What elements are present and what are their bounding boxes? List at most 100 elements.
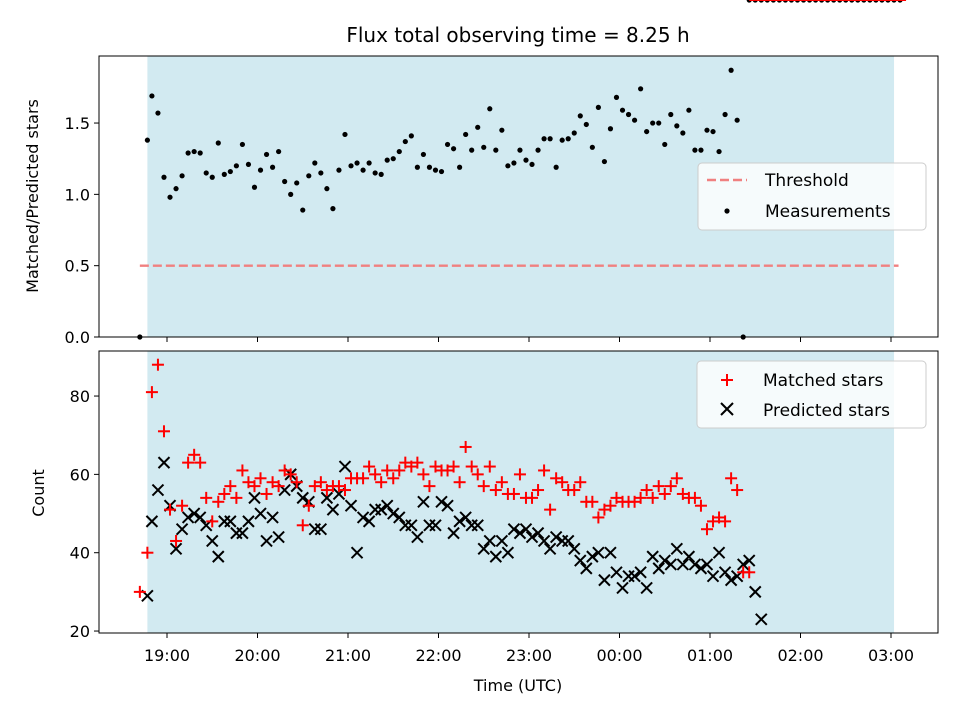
matched-stars-point: [652, 480, 665, 493]
matched-stars-point: [592, 511, 605, 524]
measurement-point: [396, 148, 402, 155]
ratio-y-tick-label: 0.0: [65, 328, 90, 347]
measurement-point: [209, 174, 215, 180]
matched-stars-point: [212, 495, 225, 508]
matched-stars-point: [646, 491, 659, 504]
matched-stars-point: [604, 499, 617, 512]
predicted-stars-point: [718, 566, 732, 579]
predicted-stars-point: [411, 530, 424, 544]
predicted-stars-point: [616, 581, 629, 595]
predicted-stars-point: [381, 499, 394, 512]
measurement-point: [541, 136, 547, 142]
predicted-stars-point: [519, 523, 533, 536]
measurement-point: [155, 110, 161, 116]
matched-stars-point: [369, 468, 382, 481]
predicted-stars-point: [296, 491, 309, 505]
count-legend: Matched stars Predicted stars: [696, 360, 927, 429]
measurement-point: [469, 147, 475, 153]
measurement-point: [221, 171, 227, 177]
matched-stars-point: [447, 460, 460, 473]
matched-stars-point: [471, 468, 484, 481]
predicted-stars-point: [459, 511, 472, 524]
predicted-stars-point: [387, 507, 400, 520]
matched-stars-point: [320, 484, 333, 497]
x-tick-label: 21:00: [325, 646, 371, 665]
matched-stars-point: [441, 464, 454, 477]
x-tick-label: 00:00: [596, 646, 642, 665]
ratio-y-axis-label: Matched/Predicted stars: [23, 99, 42, 293]
matched-stars-point: [483, 460, 496, 473]
predicted-stars-point: [688, 558, 702, 571]
matched-stars-point: [489, 484, 502, 497]
measurement-point: [330, 206, 336, 212]
legend-matched-label: Matched stars: [763, 371, 883, 391]
matched-stars-point: [556, 476, 569, 489]
measurement-point: [517, 147, 523, 153]
measurement-point: [662, 141, 668, 148]
matched-stars-point: [405, 460, 418, 473]
measurement-point: [650, 120, 656, 126]
predicted-stars-point: [562, 534, 575, 548]
predicted-stars-point: [652, 562, 665, 575]
predicted-stars-point: [356, 511, 370, 524]
measurement-point: [668, 111, 674, 118]
measurement-point: [336, 167, 342, 173]
matched-stars-point: [423, 480, 436, 493]
measurement-point: [607, 126, 614, 132]
measurement-point: [149, 93, 155, 99]
matched-stars-point: [224, 480, 237, 493]
matched-stars-point: [634, 491, 647, 504]
predicted-stars-point: [483, 534, 496, 548]
count-y-tick-label: 60: [70, 465, 90, 484]
predicted-stars-point: [610, 566, 623, 579]
measurement-point: [227, 168, 233, 175]
measurement-point: [463, 131, 469, 138]
measurement-point: [144, 137, 150, 143]
predicted-stars-point: [586, 550, 599, 563]
matched-stars-point: [676, 487, 689, 500]
count-y-tick-label: 20: [70, 622, 90, 641]
legend-predicted-label: Predicted stars: [763, 401, 890, 421]
matched-stars-point: [532, 484, 545, 497]
measurement-point: [644, 128, 650, 135]
predicted-stars-point: [525, 530, 539, 544]
matched-stars-point: [218, 487, 231, 500]
matched-stars-point: [133, 585, 146, 598]
matched-stars-point: [495, 476, 508, 489]
predicted-stars-point: [489, 550, 503, 563]
matched-stars-point: [176, 499, 189, 512]
predicted-stars-point: [634, 566, 647, 579]
measurement-point: [444, 141, 451, 148]
matched-stars-point: [278, 464, 291, 477]
measurement-point: [372, 170, 378, 176]
matched-stars-point: [272, 480, 285, 493]
matched-stars-point: [266, 476, 279, 489]
measurement-point: [318, 170, 324, 176]
predicted-stars-point: [344, 499, 358, 512]
matched-stars-point: [357, 472, 370, 485]
predicted-stars-point: [374, 503, 388, 516]
measurement-point: [523, 157, 529, 163]
predicted-stars-point: [393, 511, 406, 524]
measurement-point: [613, 94, 620, 100]
predicted-stars-point: [592, 546, 605, 559]
predicted-stars-point: [543, 542, 557, 555]
measurement-point: [438, 168, 445, 175]
predicted-stars-point: [531, 526, 545, 540]
predicted-stars-point: [350, 546, 364, 559]
predicted-stars-point: [453, 515, 466, 528]
matched-stars-point: [743, 566, 756, 579]
predicted-stars-point: [471, 519, 484, 532]
matched-stars-point: [170, 534, 183, 547]
measurement-point: [257, 167, 264, 173]
predicted-stars-point: [181, 511, 195, 524]
count-y-axis-label: Count: [29, 469, 48, 517]
measurement-point: [493, 147, 499, 153]
matched-stars-point: [700, 523, 713, 536]
measurement-point: [233, 163, 239, 169]
matched-stars-point: [254, 472, 267, 485]
matched-stars-point: [707, 515, 720, 528]
matched-stars-point: [694, 499, 707, 512]
predicted-stars-point: [664, 558, 677, 571]
predicted-stars-point: [151, 483, 165, 497]
